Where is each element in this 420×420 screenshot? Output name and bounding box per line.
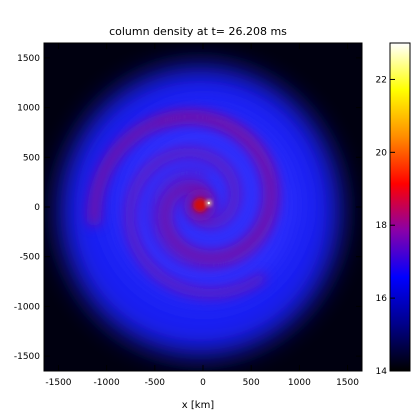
x-tick-label: 1500 [336,378,359,388]
y-tick-label: -500 [20,253,41,263]
y-tick-label: -1000 [14,302,40,312]
y-tick-label: -1500 [14,352,40,362]
x-axis-label: x [km] [182,400,215,411]
colorbar-ticks: 14 16 18 20 22 [376,75,395,377]
x-tick-label: -1000 [94,378,120,388]
y-axis-ticks: -1500 -1000 -500 0 500 1000 1500 [14,54,362,362]
y-tick-label: 0 [34,203,40,213]
x-tick-label: -1500 [45,378,71,388]
colorbar-tick-label: 20 [376,148,388,158]
plot-area [44,43,362,371]
colorbar-tick-label: 14 [376,367,388,377]
colorbar [389,42,411,372]
colorbar-tick-label: 22 [376,75,387,85]
x-tick-label: -500 [145,378,166,388]
spiral-arm-2 [124,147,267,299]
y-tick-label: 1000 [17,104,40,114]
chart-title: column density at t= 26.208 ms [109,25,287,38]
outer-arm [149,112,279,270]
core [193,198,208,213]
colorbar-tick-label: 18 [376,221,388,231]
density-disk [60,66,340,356]
y-tick-label: 1500 [17,54,40,64]
x-tick-label: 500 [243,378,260,388]
x-tick-label: 1000 [288,378,311,388]
colorbar-tick-label: 16 [376,294,388,304]
hot-spot-peak [207,201,210,205]
x-axis-ticks: -1500 -1000 -500 0 500 1000 1500 [45,43,359,388]
y-tick-label: 500 [23,153,40,163]
x-tick-label: 0 [200,378,206,388]
